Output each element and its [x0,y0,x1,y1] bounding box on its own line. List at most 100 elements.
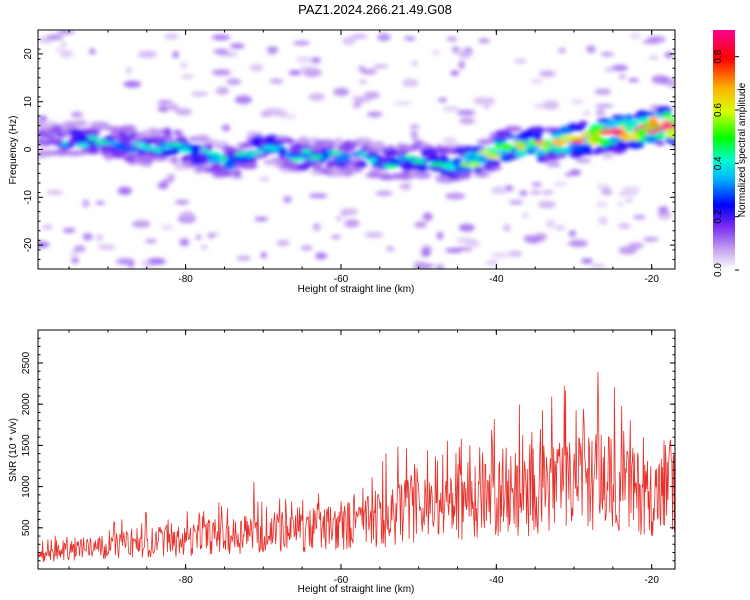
spectrogram-cell [582,111,591,116]
spectrogram-cell [71,257,80,264]
spectrogram-cell [541,190,554,195]
spectrogram-cell [458,223,475,232]
spectrogram-cell [231,175,244,180]
snr-series-line [38,371,675,563]
spectrogram-cell [668,119,675,125]
spectrogram-core [367,158,377,163]
x-tick-label: -20 [644,274,659,285]
spectrogram-cell [404,36,416,41]
spectrogram-cell [633,214,646,220]
spectrogram-cell [59,49,74,59]
spectrogram-cell [531,182,542,187]
spectrogram-cell [508,250,523,258]
spectrogram-cell [564,173,573,177]
snr-x-ticks: -80 -60 -40 -20 [68,330,659,586]
spectrogram-cell [580,258,594,264]
spectrogram-cell [476,140,495,145]
spectrogram-cell [435,263,445,269]
spectrogram-cell [445,192,466,200]
spectrogram-cell [436,231,444,240]
spectrogram-cell [236,255,251,261]
spectrogram-core [468,163,481,168]
figure-title: PAZ1.2024.266.21.49.G08 [298,2,452,17]
spectrogram-cell [54,48,65,52]
spectrogram-core [645,129,659,134]
spectrogram-core [516,145,527,150]
colorbar-tick-label: 0.6 [713,103,724,117]
spectrogram-cell [355,95,373,103]
y-tick-label: 500 [21,519,32,536]
spectrogram-cell [604,67,614,72]
spectrogram-core [459,162,472,167]
spectrogram-cell [82,199,90,208]
spectrogram-cell [308,193,328,199]
spectrogram-cell [529,189,542,195]
spectrogram-cell [568,230,577,238]
x-tick-label: -60 [334,274,349,285]
snr-y-axis-label: SNR (10 * v/v) [8,418,19,482]
spectrogram-cell [664,51,674,59]
spectrogram-cell [617,201,624,207]
spectrogram-cell [211,34,231,41]
spectrogram-cell [642,40,656,44]
spectrogram-cell [539,70,556,77]
spectrogram-cell [611,64,629,72]
spectrogram-core [301,149,313,154]
spectrogram-core [637,124,648,129]
spectrogram-cell [211,162,222,169]
spectrogram-core [485,154,501,159]
spectrogram-cell [296,56,313,63]
x-tick-label: -80 [178,274,193,285]
spectrogram-cell [293,40,310,46]
spectrogram-cell [260,252,268,259]
spectrogram-cell [533,103,547,109]
spectrogram-cell [123,80,142,88]
spectrogram-x-ticks: -80 -60 -40 -20 [68,30,659,285]
snr-frame [37,329,676,570]
y-tick-label: 20 [23,48,34,60]
spectrogram-cell [72,119,88,128]
snr-x-axis-label: Height of straight line (km) [298,584,415,595]
y-tick-label: 1500 [21,434,32,457]
spectrogram-cell [137,50,157,59]
spectrogram-cell [476,171,488,178]
spectrogram-cell [504,125,523,132]
spectrogram-cell [537,200,556,209]
spectrogram-core [141,145,156,150]
spectrogram-cell [170,156,179,164]
spectrogram-cell [276,239,290,247]
spectrogram-cell [245,163,257,169]
spectrogram-cell [618,246,638,255]
spectrogram-cell [575,158,592,163]
spectrogram-cell [619,132,631,142]
spectrogram-cell [82,233,93,241]
spectrogram-cell [414,221,427,228]
spectrogram-cell [478,37,490,44]
spectrogram-cell [446,36,458,42]
spectrogram-cell [312,223,321,232]
spectrogram-cell [457,49,472,59]
spectrogram-cell [595,108,606,117]
spectrogram-core [357,152,368,157]
spectrogram-core [86,135,98,140]
y-tick-label: 1000 [21,475,32,498]
spectrogram-cell [529,78,544,84]
spectrogram-cell [179,238,190,247]
spectrogram-cell [605,120,617,130]
spectrogram-cell [89,47,96,55]
spectrogram-cell [473,166,484,173]
spectrogram-core [131,142,147,147]
spectrogram-cell [172,50,179,59]
spectrogram-cell [457,171,472,180]
spectrogram-cell [344,219,360,228]
spectrogram-cell [579,150,594,155]
spectrogram-core [608,129,621,134]
spectrogram-cell [164,33,179,40]
spectrogram-core [76,143,90,148]
spectrogram-cell [578,120,588,127]
spectrogram-core [170,142,183,147]
spectrogram-cell [88,147,100,155]
spectrogram-cell [230,43,245,49]
spectrogram-cell [60,41,67,47]
spectrogram-cell [86,129,102,134]
